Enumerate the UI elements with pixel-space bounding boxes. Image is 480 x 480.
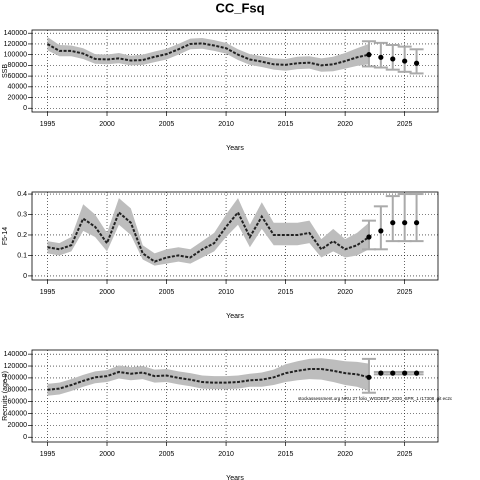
x-tick-label: 2010 [218, 289, 234, 296]
x-tick-label: 2020 [337, 451, 353, 458]
x-tick-label: 2005 [159, 121, 175, 128]
y-axis-label: SSB [2, 64, 9, 78]
projection-point [378, 370, 384, 376]
x-tick-label: 2000 [99, 289, 115, 296]
y-tick-label: 120000 [4, 363, 27, 370]
y-tick-label: 60000 [8, 73, 28, 80]
x-tick-label: 2010 [218, 451, 234, 458]
y-tick-label: 40000 [8, 410, 28, 417]
plot-frame [31, 29, 439, 113]
y-tick-label: 140000 [4, 30, 27, 37]
projection-point [413, 60, 420, 66]
projection-point [402, 370, 408, 376]
x-tick-label: 2015 [278, 121, 294, 128]
plot-frame [31, 349, 439, 443]
y-tick-label: 0 [23, 434, 27, 441]
x-tick-label: 2025 [397, 451, 413, 458]
x-tick-label: 2000 [99, 121, 115, 128]
estimate-line [47, 210, 370, 263]
y-tick-label: 0.1 [17, 252, 27, 259]
y-tick-label: 80000 [8, 387, 28, 394]
y-tick-label: 20000 [8, 422, 28, 429]
projection-point [366, 374, 372, 380]
y-tick-label: 0.3 [17, 211, 27, 218]
confidence-band [47, 36, 369, 72]
x-tick-label: 2025 [397, 289, 413, 296]
x-tick-label: 1995 [40, 121, 56, 128]
y-tick-label: 120000 [4, 41, 27, 48]
x-tick-label: 2015 [278, 451, 294, 458]
x-tick-label: 2015 [278, 289, 294, 296]
projection-point [390, 370, 396, 376]
y-tick-label: 0 [23, 105, 27, 112]
chart-title: CC_Fsq [215, 0, 264, 15]
y-tick-label: 140000 [4, 351, 27, 358]
y-axis-label: F5-14 [2, 227, 9, 245]
projection-point [390, 56, 396, 62]
y-tick-label: 0 [23, 273, 27, 280]
estimate-line [46, 42, 370, 67]
y-tick-label: 40000 [8, 84, 28, 91]
confidence-band [47, 198, 369, 266]
x-tick-label: 2020 [337, 289, 353, 296]
y-tick-label: 60000 [8, 398, 28, 405]
confidence-band [47, 358, 369, 396]
x-axis-label: Years [226, 475, 244, 480]
x-tick-label: 2000 [99, 451, 115, 458]
y-tick-label: 100000 [4, 375, 27, 382]
x-tick-label: 2025 [397, 121, 413, 128]
y-tick-label: 20000 [8, 94, 28, 101]
y-tick-label: 80000 [8, 62, 28, 69]
x-axis-label: Years [226, 313, 244, 320]
x-tick-label: 1995 [40, 451, 56, 458]
x-tick-label: 2005 [159, 289, 175, 296]
y-tick-label: 100000 [4, 51, 27, 58]
projection-point [378, 228, 384, 234]
estimate-line [47, 367, 370, 391]
annotation: stockassessment.org NRU 27 folio_WGDEEP_… [298, 396, 453, 401]
projection-point [390, 220, 396, 226]
y-axis-label: Recruits (age 0) [2, 371, 9, 421]
x-axis-label: Years [226, 145, 244, 152]
y-tick-label: 0.2 [17, 232, 27, 239]
projection-point [366, 52, 372, 58]
x-tick-label: 2020 [337, 121, 353, 128]
x-tick-label: 2010 [218, 121, 234, 128]
projection-point [402, 220, 408, 226]
x-tick-label: 1995 [40, 289, 56, 296]
projection-point [413, 370, 420, 376]
plot-frame [31, 191, 439, 281]
projection-point [413, 220, 420, 226]
x-tick-label: 2005 [159, 451, 175, 458]
projection-point [402, 58, 408, 64]
y-tick-label: 0.4 [17, 191, 27, 198]
projection-point [378, 54, 384, 60]
projection-point [366, 234, 372, 240]
